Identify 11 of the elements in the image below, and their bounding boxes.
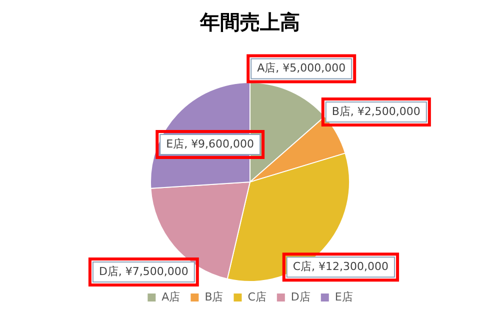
data-label: A店, ¥5,000,000 (257, 62, 346, 75)
legend-label: D店 (290, 290, 310, 304)
legend-label: B店 (204, 290, 224, 304)
legend-label: C店 (248, 290, 266, 304)
data-label: B店, ¥2,500,000 (332, 104, 420, 118)
legend-label: A店 (162, 290, 180, 304)
data-label: D店, ¥7,500,000 (98, 264, 188, 278)
legend-label: E店 (334, 290, 353, 304)
chart-title: 年間売上高 (199, 10, 300, 34)
data-label: E店, ¥9,600,000 (166, 137, 254, 150)
data-label: C店, ¥12,300,000 (292, 260, 389, 273)
